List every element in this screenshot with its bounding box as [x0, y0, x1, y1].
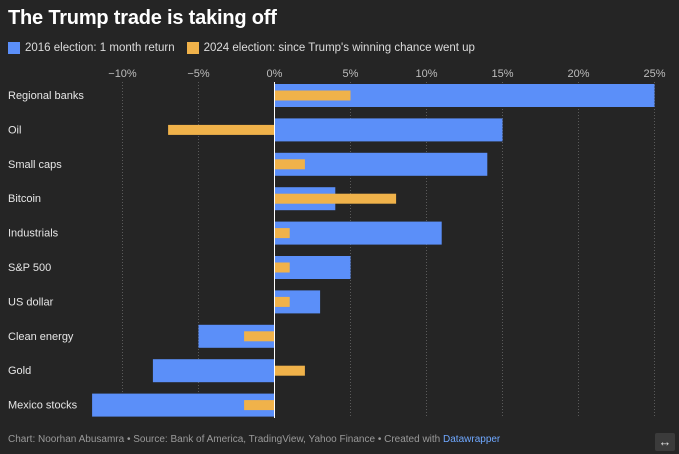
x-tick-label: −10% [108, 68, 137, 80]
bar-2024 [244, 400, 275, 411]
bar-2016 [274, 152, 488, 176]
bar-2024 [274, 228, 290, 239]
x-tick-label: 20% [567, 68, 589, 80]
category-label: US dollar [8, 296, 54, 308]
legend-swatch-2016 [8, 42, 20, 54]
bar-2016 [198, 324, 275, 348]
category-label: Small caps [8, 159, 62, 171]
bar-2016 [152, 359, 275, 383]
expand-icon[interactable]: ↔ [655, 433, 675, 451]
bar-2016 [274, 221, 442, 245]
x-tick-label: 5% [343, 68, 359, 80]
bar-chart: −10% −5% 0% 5% 10% 15% 20% 25% Regional banks Oil… [8, 68, 666, 418]
x-tick-label: 10% [415, 68, 437, 80]
legend-item-2016: 2016 election: 1 month return [8, 42, 175, 54]
bar-2016 [92, 393, 275, 417]
legend-item-2024: 2024 election: since Trump's winning cha… [186, 42, 475, 54]
bar-2016 [274, 118, 503, 142]
category-label: S&P 500 [8, 262, 51, 274]
legend-label-2016: 2016 election: 1 month return [25, 42, 175, 54]
category-label: Clean energy [8, 331, 74, 343]
x-tick-label: −5% [187, 68, 210, 80]
legend-label-2024: 2024 election: since Trump's winning cha… [203, 42, 475, 54]
bar-2024 [168, 124, 275, 135]
bar-2024 [274, 365, 305, 376]
category-label: Bitcoin [8, 193, 41, 205]
category-label: Mexico stocks [8, 400, 78, 412]
bar-2024 [274, 262, 290, 273]
bar-2024 [274, 159, 305, 170]
category-label: Gold [8, 365, 31, 377]
footer-credits: Chart: Noorhan Abusamra • Source: Bank o… [8, 434, 444, 445]
x-tick-label: 0% [267, 68, 283, 80]
bar-2024 [274, 193, 397, 204]
datawrapper-link[interactable]: Datawrapper [443, 434, 501, 445]
bar-2016 [274, 84, 655, 107]
bar-2016 [274, 290, 321, 314]
legend-swatch-2024 [186, 42, 199, 54]
bar-2024 [244, 331, 275, 342]
category-label: Regional banks [8, 90, 84, 102]
category-label: Industrials [8, 228, 59, 240]
bar-2024 [274, 296, 290, 307]
chart-title: The Trump trade is taking off [8, 7, 277, 29]
chart-footer: Chart: Noorhan Abusamra • Source: Bank o… [8, 434, 500, 445]
bar-2024 [274, 90, 351, 101]
x-tick-label: 15% [491, 68, 513, 80]
chart-legend: 2016 election: 1 month return 2024 elect… [8, 42, 487, 54]
bar-2016 [274, 256, 351, 279]
category-label: Oil [8, 124, 21, 136]
x-tick-label: 25% [643, 68, 665, 80]
